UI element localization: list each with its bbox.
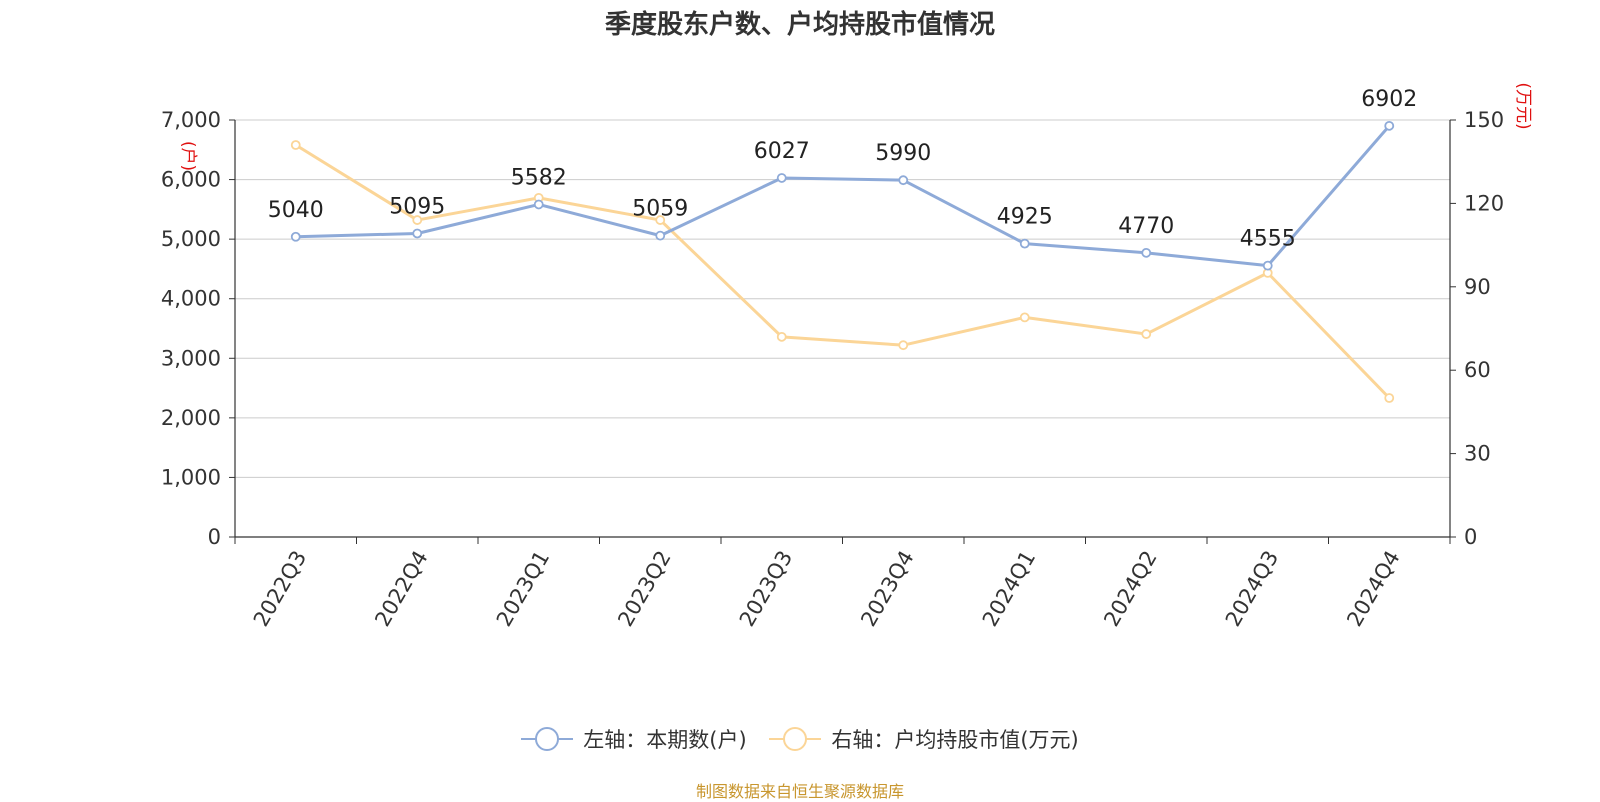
y-left-tick-label: 0 (208, 525, 221, 549)
data-point-right (412, 215, 423, 225)
data-point-left (1019, 238, 1030, 249)
y-left-tick-label: 5,000 (161, 227, 221, 251)
y-right-tick-label: 0 (1464, 525, 1477, 549)
legend-item-right-series[interactable]: 右轴：户均持股市值(万元) (769, 724, 1079, 754)
data-point-right (290, 140, 301, 150)
data-label: 5059 (632, 197, 688, 222)
chart-legend: 左轴：本期数(户) 右轴：户均持股市值(万元) (0, 724, 1600, 756)
x-tick-label: 2024Q3 (1221, 547, 1283, 631)
data-label: 5990 (875, 141, 931, 166)
y-left-tick-label: 6,000 (161, 168, 221, 192)
legend-swatch-left-series (521, 727, 574, 751)
data-point-left (776, 173, 787, 183)
y-right-tick-label: 120 (1464, 191, 1504, 215)
legend-swatch-right-series (769, 727, 822, 751)
data-label: 6902 (1361, 87, 1417, 112)
data-point-left (290, 231, 301, 242)
y-right-tick-label: 60 (1464, 358, 1491, 382)
data-point-right (1019, 312, 1030, 323)
data-point-left (655, 230, 666, 241)
data-point-right (776, 331, 787, 342)
y-left-tick-label: 4,000 (161, 287, 221, 311)
x-tick-label: 2024Q1 (978, 547, 1040, 631)
data-point-right (1141, 329, 1152, 339)
data-point-right (1384, 393, 1395, 403)
legend-label-right-series: 右轴：户均持股市值(万元) (831, 728, 1079, 752)
y-left-tick-label: 7,000 (161, 108, 221, 132)
data-label: 5582 (511, 165, 567, 190)
y-left-tick-label: 2,000 (161, 406, 221, 430)
data-point-left (1262, 260, 1273, 271)
x-tick-label: 2023Q1 (492, 547, 554, 631)
series-line-right (294, 143, 1391, 400)
data-label: 5040 (268, 198, 324, 223)
data-point-left (1384, 120, 1395, 131)
data-label: 4925 (997, 205, 1053, 230)
y-right-tick-label: 30 (1464, 442, 1491, 466)
data-point-left (533, 199, 544, 210)
legend-item-left-series[interactable]: 左轴：本期数(户) (521, 724, 747, 754)
series-line-left (295, 124, 1391, 268)
data-label: 4770 (1118, 214, 1174, 239)
y-left-unit-label: (户) (178, 141, 198, 171)
x-tick-label: 2022Q4 (370, 547, 432, 631)
x-tick-label: 2023Q2 (613, 547, 675, 631)
y-left-tick-label: 3,000 (161, 346, 221, 370)
data-source-note: 制图数据来自恒生聚源数据库 (695, 782, 904, 801)
legend-label-left-series: 左轴：本期数(户) (583, 728, 747, 752)
data-point-right (898, 340, 909, 351)
y-right-unit-label: (万元) (1513, 82, 1533, 129)
data-point-right (655, 215, 666, 225)
x-tick-label: 2022Q3 (249, 547, 311, 631)
x-tick-label: 2024Q4 (1342, 547, 1404, 631)
chart-title: 季度股东户数、户均持股市值情况 (604, 10, 995, 40)
data-point-left (1141, 247, 1152, 258)
x-tick-label: 2024Q2 (1099, 547, 1161, 631)
x-tick-label: 2023Q4 (856, 547, 918, 631)
data-label: 6027 (754, 139, 810, 164)
data-point-left (898, 175, 909, 186)
y-left-tick-label: 1,000 (161, 465, 221, 489)
x-tick-label: 2023Q3 (735, 547, 797, 631)
y-right-tick-label: 90 (1464, 275, 1491, 299)
y-right-tick-label: 150 (1464, 108, 1504, 132)
data-label: 5095 (389, 194, 445, 219)
data-point-left (412, 228, 423, 239)
data-label: 4555 (1240, 227, 1296, 252)
